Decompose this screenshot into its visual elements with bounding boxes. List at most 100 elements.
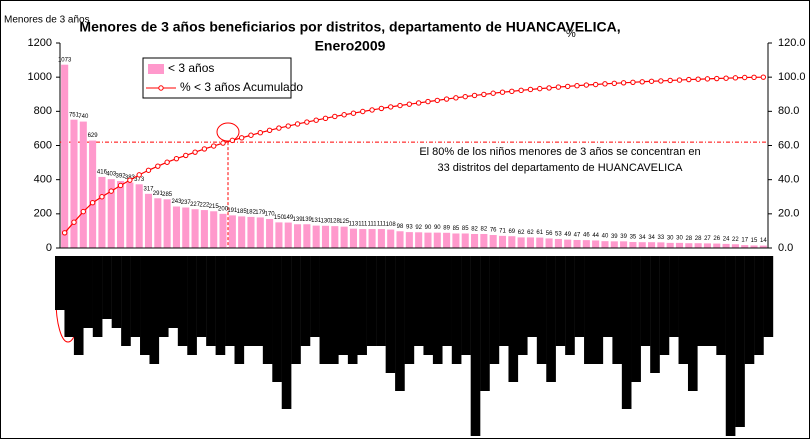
bar: [759, 245, 767, 248]
bar: [554, 238, 562, 248]
data-label: 403: [106, 172, 117, 178]
lower-bar: [621, 256, 632, 409]
bar: [694, 243, 702, 248]
data-label: 139: [293, 217, 304, 223]
data-label: 27: [704, 236, 711, 242]
data-label: 150: [274, 215, 285, 221]
lower-bar: [357, 256, 367, 355]
lower-bar: [631, 256, 641, 382]
lower-bar: [706, 256, 717, 346]
data-label: 61: [536, 230, 543, 236]
bar: [238, 216, 246, 248]
lower-bar: [565, 256, 575, 355]
y-tick-label: 0: [46, 242, 52, 254]
cumulative-point: [434, 97, 440, 104]
bar: [536, 237, 544, 248]
cumulative-point: [89, 200, 96, 206]
bar: [275, 222, 283, 248]
lower-bar: [319, 256, 330, 364]
legend-label: % < 3 años Acumulado: [180, 80, 303, 94]
data-label: 185: [237, 209, 248, 215]
data-label: 285: [162, 192, 173, 198]
lower-bar: [687, 256, 698, 391]
cumulative-point: [723, 75, 729, 81]
data-label: 76: [490, 228, 497, 234]
lower-bar: [442, 256, 452, 346]
bar: [349, 228, 357, 248]
cumulative-point: [378, 105, 385, 112]
data-label: 98: [397, 224, 404, 230]
data-label: 227: [190, 202, 201, 208]
bar: [117, 181, 125, 248]
lower-bar: [423, 256, 434, 355]
bar: [480, 233, 488, 248]
bar: [666, 242, 674, 248]
data-label: 629: [88, 133, 99, 139]
data-label: 39: [611, 234, 618, 240]
highlight-ellipse: [216, 122, 240, 142]
cumulative-point: [127, 177, 133, 183]
cumulative-point: [108, 188, 114, 194]
cumulative-point: [332, 113, 338, 120]
lower-bar: [64, 256, 75, 337]
y-tick-label: 200: [34, 208, 52, 220]
cumulative-point: [620, 80, 627, 86]
cumulative-point: [304, 119, 310, 125]
data-label: 14: [760, 238, 767, 244]
cumulative-point: [462, 93, 468, 100]
cumulative-point: [639, 79, 645, 85]
lower-bar: [253, 256, 264, 346]
cumulative-point: [201, 146, 208, 152]
cumulative-point: [415, 100, 422, 106]
data-label: 111: [377, 222, 387, 228]
bar: [89, 140, 97, 248]
bar: [303, 224, 311, 248]
lower-bar: [593, 256, 604, 364]
bar: [433, 232, 441, 248]
lower-bar: [395, 256, 405, 391]
cumulative-point: [695, 76, 701, 82]
bar: [182, 207, 190, 248]
bar: [638, 242, 646, 248]
bar: [312, 225, 320, 248]
lower-bar: [291, 256, 301, 364]
cumulative-point: [583, 82, 590, 88]
bar: [200, 210, 208, 248]
cumulative-point: [155, 163, 161, 169]
data-label: 62: [518, 230, 525, 236]
lower-bar: [584, 256, 594, 364]
cumulative-point: [220, 140, 226, 146]
cumulative-point: [453, 95, 459, 101]
y2-tick-label: 60.0: [778, 139, 799, 151]
cumulative-point: [537, 85, 543, 92]
cumulative-point: [276, 125, 282, 131]
bar: [722, 243, 730, 248]
cumulative-point: [99, 194, 105, 200]
lower-bar: [168, 256, 179, 328]
lower-bar: [111, 256, 122, 328]
data-label: 22: [732, 237, 739, 243]
lower-bar: [130, 256, 141, 337]
cumulative-point: [509, 88, 515, 95]
cumulative-point: [341, 112, 347, 118]
data-label: 130: [320, 218, 331, 224]
cumulative-point: [676, 77, 683, 83]
bar: [452, 233, 460, 248]
lower-bar: [489, 256, 500, 364]
bar: [685, 243, 693, 248]
bar: [284, 222, 292, 248]
cumulative-point: [192, 149, 198, 155]
bar: [582, 240, 590, 248]
lower-bar: [225, 256, 235, 346]
bar: [731, 244, 739, 248]
lower-bar: [536, 256, 547, 364]
lower-bar: [310, 256, 320, 337]
lower-bar: [404, 256, 415, 364]
data-label: 39: [620, 234, 627, 240]
data-label: 1073: [58, 57, 72, 63]
bar: [648, 242, 656, 248]
data-label: 200: [218, 206, 229, 212]
lower-bar: [83, 256, 93, 328]
bar: [703, 243, 711, 248]
